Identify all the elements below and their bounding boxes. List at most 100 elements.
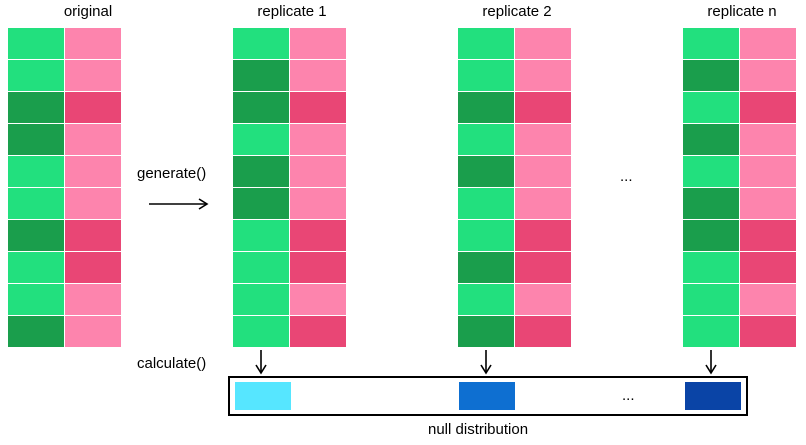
pink-cell bbox=[515, 188, 572, 220]
green-cell bbox=[683, 316, 740, 348]
null-stat-2 bbox=[459, 382, 515, 410]
green-cell bbox=[233, 60, 290, 92]
table-replicate-1 bbox=[233, 28, 347, 348]
pink-cell bbox=[740, 92, 797, 124]
green-cell bbox=[8, 316, 65, 348]
pink-cell bbox=[290, 92, 347, 124]
green-cell bbox=[458, 28, 515, 60]
green-cell bbox=[8, 60, 65, 92]
green-cell bbox=[683, 60, 740, 92]
pink-cell bbox=[740, 284, 797, 316]
null-stat-1 bbox=[235, 382, 291, 410]
table-replicate-n bbox=[683, 28, 797, 348]
table-replicate-2 bbox=[458, 28, 572, 348]
green-cell bbox=[458, 316, 515, 348]
generate-arrow bbox=[149, 198, 209, 210]
green-cell bbox=[683, 220, 740, 252]
green-cell bbox=[683, 252, 740, 284]
green-cell bbox=[233, 92, 290, 124]
green-cell bbox=[683, 28, 740, 60]
calculate-arrow-1 bbox=[255, 350, 267, 375]
pink-cell bbox=[290, 60, 347, 92]
pink-cell bbox=[65, 60, 122, 92]
green-cell bbox=[683, 284, 740, 316]
green-cell bbox=[458, 124, 515, 156]
pink-cell bbox=[515, 156, 572, 188]
pink-cell bbox=[290, 252, 347, 284]
pink-cell bbox=[65, 284, 122, 316]
null-ellipsis: ... bbox=[622, 387, 635, 404]
calculate-label: calculate() bbox=[137, 355, 207, 372]
null-distribution-label: null distribution bbox=[428, 421, 529, 438]
pink-cell bbox=[740, 60, 797, 92]
pink-cell bbox=[515, 220, 572, 252]
green-cell bbox=[8, 156, 65, 188]
pink-cell bbox=[65, 316, 122, 348]
title-replicate-n: replicate n bbox=[707, 3, 777, 20]
green-cell bbox=[233, 316, 290, 348]
pink-cell bbox=[290, 220, 347, 252]
green-cell bbox=[233, 156, 290, 188]
title-replicate-2: replicate 2 bbox=[482, 3, 552, 20]
pink-cell bbox=[290, 188, 347, 220]
pink-cell bbox=[515, 60, 572, 92]
generate-label: generate() bbox=[137, 165, 207, 182]
pink-cell bbox=[515, 316, 572, 348]
green-cell bbox=[233, 220, 290, 252]
green-cell bbox=[233, 252, 290, 284]
pink-cell bbox=[65, 252, 122, 284]
green-cell bbox=[8, 124, 65, 156]
null-stat-n bbox=[685, 382, 741, 410]
pink-cell bbox=[740, 28, 797, 60]
pink-cell bbox=[290, 28, 347, 60]
pink-cell bbox=[515, 252, 572, 284]
green-cell bbox=[233, 28, 290, 60]
green-cell bbox=[683, 188, 740, 220]
title-replicate-1: replicate 1 bbox=[257, 3, 327, 20]
green-cell bbox=[458, 188, 515, 220]
pink-cell bbox=[290, 316, 347, 348]
table-original bbox=[8, 28, 122, 348]
pink-cell bbox=[740, 252, 797, 284]
green-cell bbox=[8, 252, 65, 284]
green-cell bbox=[683, 124, 740, 156]
green-cell bbox=[233, 284, 290, 316]
green-cell bbox=[458, 252, 515, 284]
green-cell bbox=[8, 188, 65, 220]
green-cell bbox=[458, 220, 515, 252]
pink-cell bbox=[740, 316, 797, 348]
calculate-arrow-2 bbox=[480, 350, 492, 375]
null-distribution-box: ... bbox=[228, 376, 748, 416]
green-cell bbox=[458, 156, 515, 188]
pink-cell bbox=[515, 284, 572, 316]
replicate-ellipsis: ... bbox=[620, 168, 633, 185]
pink-cell bbox=[740, 124, 797, 156]
green-cell bbox=[8, 28, 65, 60]
calculate-arrow-n bbox=[705, 350, 717, 375]
green-cell bbox=[233, 188, 290, 220]
green-cell bbox=[683, 92, 740, 124]
pink-cell bbox=[65, 156, 122, 188]
pink-cell bbox=[515, 28, 572, 60]
pink-cell bbox=[740, 156, 797, 188]
pink-cell bbox=[65, 124, 122, 156]
green-cell bbox=[683, 156, 740, 188]
pink-cell bbox=[65, 28, 122, 60]
pink-cell bbox=[290, 124, 347, 156]
pink-cell bbox=[515, 92, 572, 124]
pink-cell bbox=[740, 188, 797, 220]
pink-cell bbox=[65, 92, 122, 124]
pink-cell bbox=[290, 284, 347, 316]
pink-cell bbox=[290, 156, 347, 188]
pink-cell bbox=[740, 220, 797, 252]
pink-cell bbox=[515, 124, 572, 156]
green-cell bbox=[233, 124, 290, 156]
green-cell bbox=[458, 284, 515, 316]
pink-cell bbox=[65, 188, 122, 220]
green-cell bbox=[458, 60, 515, 92]
pink-cell bbox=[65, 220, 122, 252]
green-cell bbox=[8, 284, 65, 316]
green-cell bbox=[458, 92, 515, 124]
green-cell bbox=[8, 92, 65, 124]
title-original: original bbox=[63, 3, 113, 20]
